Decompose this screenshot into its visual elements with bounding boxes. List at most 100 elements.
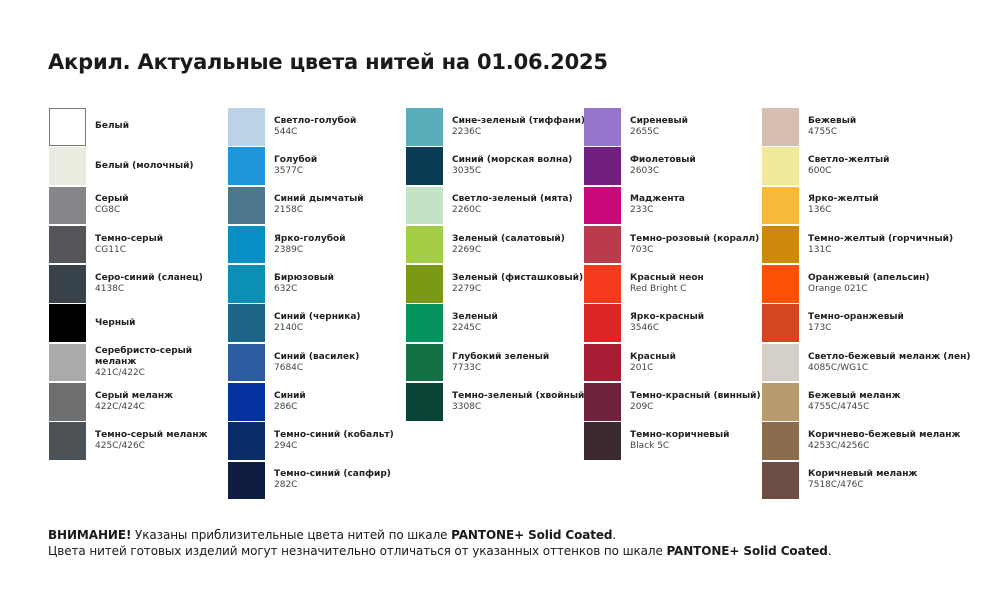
color-label: Синий дымчатый 2158C [274, 187, 364, 225]
color-label: Ярко-красный 3546C [630, 304, 704, 342]
color-item: Серый CG8C [49, 186, 229, 226]
color-name: Темно-коричневый [630, 430, 730, 441]
color-column: Белый Белый (молочный) Серый CG8C Темно-серы… [49, 108, 229, 462]
pantone-code: CG8C [95, 205, 121, 216]
color-name: Маджента [630, 194, 685, 205]
footer-line-1: ВНИМАНИЕ! Указаны приблизительные цвета … [48, 528, 831, 544]
color-label: Коричневый меланж 7518C/476C [808, 462, 917, 500]
pantone-code: 233C [630, 205, 654, 216]
color-item: Темно-розовый (коралл) 703C [584, 225, 764, 265]
color-name: Бирюзовый [274, 272, 334, 283]
color-swatch [406, 265, 443, 303]
color-name: Серебристо-серый меланж [95, 346, 193, 368]
footer-text: Цвета нитей готовых изделий могут незнач… [48, 543, 667, 558]
color-swatch [228, 343, 265, 382]
color-swatch [49, 265, 86, 303]
color-swatch [49, 186, 86, 225]
pantone-code: 2655C [630, 126, 660, 137]
color-item: Светло-зеленый (мята) 2260C [406, 186, 586, 226]
pantone-code: Red Bright C [630, 283, 687, 294]
color-name: Белый (молочный) [95, 160, 194, 171]
color-name: Коричнево-бежевый меланж [808, 430, 961, 441]
color-swatch [49, 108, 86, 146]
color-item: Темно-синий (сапфир) 282C [228, 461, 408, 501]
color-name: Темно-зеленый (хвойный) [452, 390, 589, 401]
pantone-code: 7733C [452, 362, 482, 373]
pantone-code: 600C [808, 166, 832, 177]
color-swatch [406, 383, 443, 421]
color-label: Серый CG8C [95, 187, 129, 225]
color-label: Фиолетовый 2603C [630, 147, 696, 185]
pantone-code: 4755C [808, 126, 838, 137]
color-name: Синий (василек) [274, 351, 360, 362]
color-name: Фиолетовый [630, 155, 696, 166]
color-swatch [762, 265, 799, 303]
color-column: Сиреневый 2655C Фиолетовый 2603C Маджента 233… [584, 108, 764, 462]
color-item: Светло-бежевый меланж (лен) 4085C/WG1C [762, 343, 970, 383]
color-swatch [49, 147, 86, 185]
color-item: Синий (черника) 2140C [228, 304, 408, 343]
color-label: Темно-красный (винный) 209C [630, 383, 761, 421]
color-label: Черный [95, 304, 135, 342]
pantone-code: 703C [630, 244, 654, 255]
color-label: Темно-зеленый (хвойный) 3308C [452, 383, 588, 421]
color-item: Темно-серый CG11C [49, 225, 229, 265]
color-item: Сиреневый 2655C [584, 108, 764, 147]
color-item: Синий дымчатый 2158C [228, 186, 408, 226]
color-swatch [762, 461, 799, 500]
color-label: Сине-зеленый (тиффани) 2236C [452, 108, 585, 146]
color-label: Белый [95, 108, 129, 146]
pantone-scale: PANTONE+ Solid Coated [451, 528, 613, 542]
color-item: Темно-оранжевый 173C [762, 304, 942, 343]
color-swatch [584, 304, 621, 342]
pantone-scale: PANTONE+ Solid Coated [666, 543, 828, 558]
pantone-code: 4085C/WG1C [808, 362, 869, 373]
color-name: Светло-желтый [808, 155, 890, 166]
pantone-code: 2140C [274, 323, 304, 334]
color-item: Оранжевый (апельсин) Orange 021C [762, 265, 942, 304]
color-label: Темно-оранжевый 173C [808, 304, 904, 342]
color-column: Сине-зеленый (тиффани) 2236C Синий (морска… [406, 108, 588, 422]
color-item: Темно-серый меланж 425C/426C [49, 422, 229, 461]
color-column: Светло-голубой 544C Голубой 3577C Синий дымч… [228, 108, 408, 501]
color-item: Бежевый меланж 4755C/4745C [762, 383, 942, 422]
color-name: Темно-серый меланж [95, 430, 208, 441]
pantone-code: 282C [274, 480, 298, 491]
pantone-code: 294C [274, 441, 298, 452]
color-item: Зеленый 2245C [406, 304, 586, 343]
color-label: Ярко-желтый 136C [808, 187, 879, 225]
color-label: Светло-зеленый (мята) 2260C [452, 187, 573, 225]
color-item: Светло-желтый 600C [762, 147, 942, 186]
color-item: Зеленый (фисташковый) 2279C [406, 265, 586, 304]
color-swatch [228, 186, 265, 225]
color-item: Фиолетовый 2603C [584, 147, 764, 186]
color-swatch [762, 343, 799, 382]
color-swatch [584, 108, 621, 146]
color-item: Белый (молочный) [49, 147, 229, 186]
color-item: Темно-зеленый (хвойный) 3308C [406, 383, 588, 422]
color-swatch [406, 186, 443, 225]
color-label: Сиреневый 2655C [630, 108, 688, 146]
pantone-code: 2158C [274, 205, 304, 216]
color-item: Сине-зеленый (тиффани) 2236C [406, 108, 586, 147]
color-name: Красный неон [630, 272, 704, 283]
pantone-code: 2279C [452, 283, 482, 294]
color-label: Белый (молочный) [95, 147, 194, 185]
color-swatch [762, 108, 799, 146]
color-item: Зеленый (салатовый) 2269C [406, 225, 586, 265]
color-name: Белый [95, 121, 130, 132]
color-name: Серый [95, 194, 129, 205]
color-name: Сиреневый [630, 115, 688, 126]
color-name: Синий (черника) [274, 312, 361, 323]
color-name: Синий [274, 390, 306, 401]
color-label: Зеленый (фисташковый) 2279C [452, 265, 583, 303]
color-item: Коричнево-бежевый меланж 4253C/4256C [762, 422, 960, 461]
color-label: Светло-голубой 544C [274, 108, 356, 146]
color-swatch [228, 108, 265, 146]
color-name: Темно-желтый (горчичный) [808, 233, 954, 244]
pantone-code: Orange 021C [808, 283, 868, 294]
pantone-code: 3308C [452, 401, 482, 412]
color-label: Синий 286C [274, 383, 306, 421]
color-label: Светло-бежевый меланж (лен) 4085C/WG1C [808, 344, 970, 382]
color-label: Синий (морская волна) 3035C [452, 147, 572, 185]
